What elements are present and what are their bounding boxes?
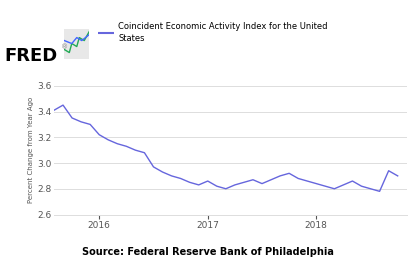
Text: Source: Federal Reserve Bank of Philadelphia: Source: Federal Reserve Bank of Philadel… — [82, 248, 333, 257]
Text: FRED: FRED — [4, 47, 57, 65]
Y-axis label: Percent Change from Year Ago: Percent Change from Year Ago — [28, 97, 34, 203]
Text: Coincident Economic Activity Index for the United
States: Coincident Economic Activity Index for t… — [118, 22, 328, 43]
Text: ®: ® — [61, 44, 68, 50]
